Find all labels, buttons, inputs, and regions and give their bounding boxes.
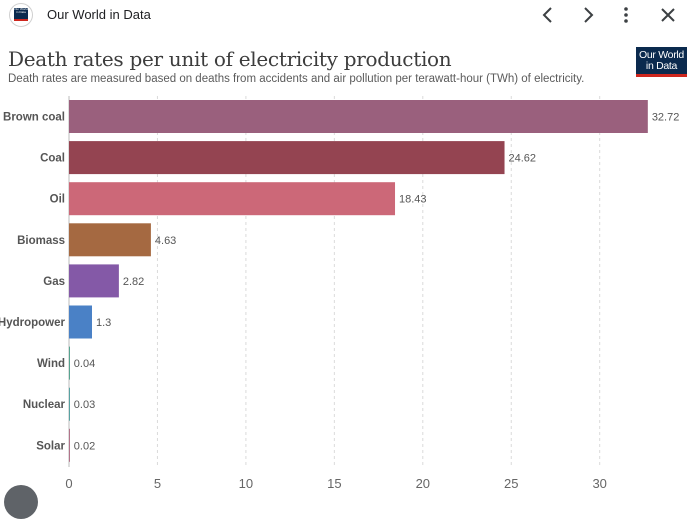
bar-solar bbox=[69, 428, 70, 462]
close-button[interactable] bbox=[656, 3, 680, 27]
chevron-left-icon bbox=[542, 7, 552, 23]
value-label: 0.02 bbox=[74, 440, 95, 452]
x-tick-label: 5 bbox=[154, 476, 161, 491]
top-bar: Our World in Data Our World in Data bbox=[0, 0, 690, 30]
category-label: Hydropower bbox=[0, 317, 66, 329]
category-label: Wind bbox=[37, 358, 65, 370]
bar-hydropower bbox=[69, 305, 92, 339]
value-label: 2.82 bbox=[123, 276, 144, 288]
floating-action-button[interactable] bbox=[4, 485, 38, 519]
close-icon bbox=[661, 8, 675, 22]
x-tick-label: 15 bbox=[327, 476, 341, 491]
category-label: Biomass bbox=[17, 235, 65, 247]
category-label: Oil bbox=[50, 194, 65, 206]
bar-nuclear bbox=[69, 387, 70, 421]
logo-line-1: Our World bbox=[639, 49, 684, 61]
bar-gas bbox=[69, 264, 119, 298]
favicon-logo: Our World in Data bbox=[14, 8, 28, 21]
category-label: Nuclear bbox=[23, 399, 66, 411]
value-label: 0.04 bbox=[74, 358, 95, 370]
more-vert-icon bbox=[624, 7, 628, 23]
x-tick-label: 30 bbox=[592, 476, 606, 491]
site-favicon: Our World in Data bbox=[9, 3, 33, 27]
bar-oil bbox=[69, 182, 396, 216]
owid-logo[interactable]: Our World in Data bbox=[636, 47, 687, 77]
logo-line-2: in Data bbox=[645, 60, 678, 72]
bar-coal bbox=[69, 141, 505, 175]
x-tick-label: 0 bbox=[65, 476, 72, 491]
x-tick-label: 20 bbox=[416, 476, 430, 491]
forward-button[interactable] bbox=[576, 3, 600, 27]
more-options-button[interactable] bbox=[614, 3, 638, 27]
chevron-right-icon bbox=[584, 7, 594, 23]
value-label: 0.03 bbox=[74, 399, 95, 411]
category-label: Coal bbox=[40, 153, 65, 165]
chart-title: Death rates per unit of electricity prod… bbox=[8, 47, 452, 71]
value-label: 32.72 bbox=[652, 112, 680, 124]
value-label: 1.3 bbox=[96, 317, 111, 329]
bar-brown-coal bbox=[69, 100, 648, 133]
category-label: Gas bbox=[43, 276, 65, 288]
category-label: Brown coal bbox=[3, 112, 65, 124]
site-name: Our World in Data bbox=[47, 7, 151, 22]
bar-chart: 0 5 10 15 20 25 30 Brown coal 32.72 Coal 24.62 Oil 1… bbox=[0, 96, 680, 491]
chart-subtitle: Death rates are measured based on deaths… bbox=[8, 73, 585, 85]
x-tick-label: 10 bbox=[239, 476, 253, 491]
value-label: 24.62 bbox=[509, 153, 537, 165]
back-button[interactable] bbox=[536, 3, 560, 27]
value-label: 18.43 bbox=[399, 194, 427, 206]
category-label: Solar bbox=[36, 440, 65, 452]
bar-wind bbox=[69, 346, 70, 380]
x-tick-label: 25 bbox=[504, 476, 518, 491]
value-label: 4.63 bbox=[155, 235, 176, 247]
bar-biomass bbox=[69, 223, 151, 257]
